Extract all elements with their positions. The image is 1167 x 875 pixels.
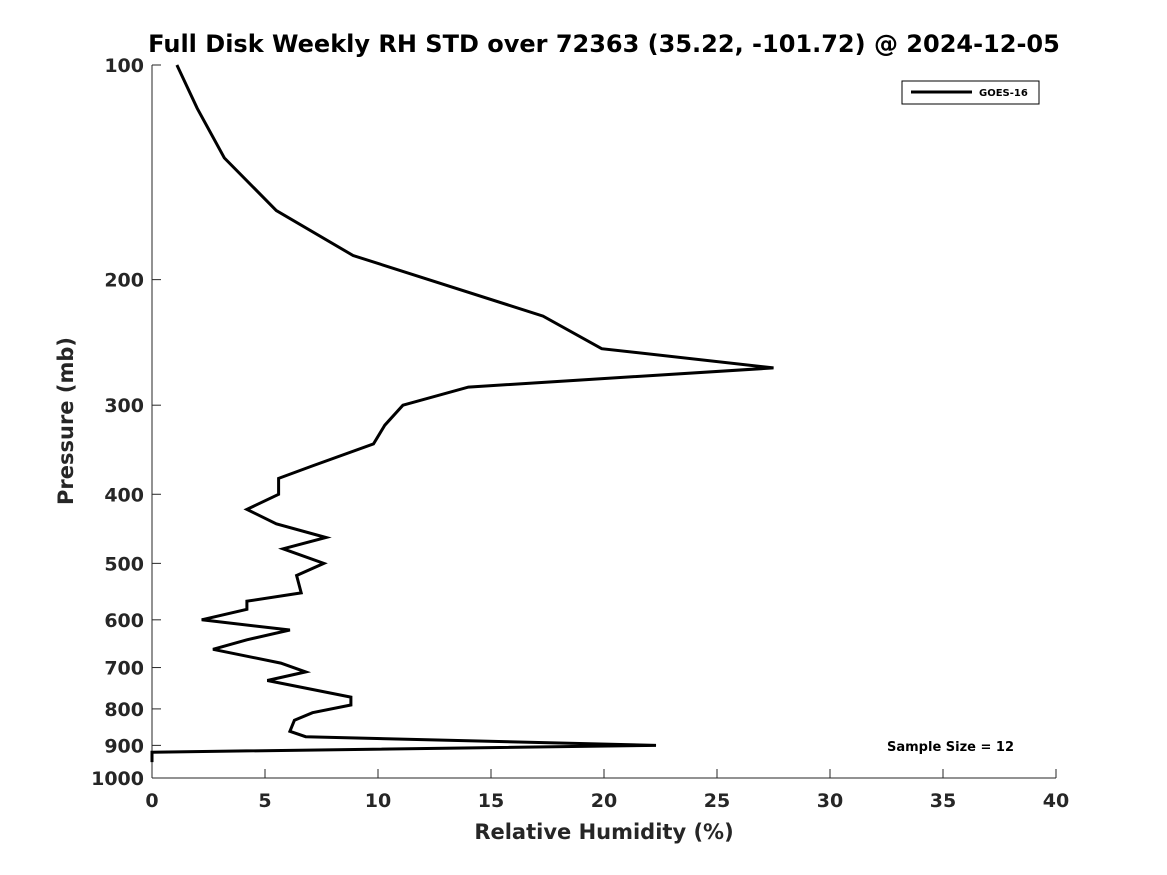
y-tick-label: 400 — [104, 484, 144, 506]
x-tick-label: 15 — [478, 790, 504, 812]
y-tick-label: 100 — [104, 55, 144, 77]
y-tick-label: 1000 — [91, 768, 144, 790]
legend: GOES-16 — [901, 80, 1040, 105]
x-tick-label: 25 — [704, 790, 730, 812]
y-tick-label: 700 — [104, 658, 144, 680]
chart-title: Full Disk Weekly RH STD over 72363 (35.2… — [148, 30, 1060, 58]
y-axis-label: Pressure (mb) — [54, 337, 78, 505]
y-tick-label: 800 — [104, 699, 144, 721]
data-point-group — [151, 64, 774, 763]
y-tick-label: 200 — [104, 270, 144, 292]
y-tick-label: 300 — [104, 395, 144, 417]
series-line-goes16 — [150, 64, 774, 763]
x-tick-label: 20 — [591, 790, 617, 812]
x-axis-label: Relative Humidity (%) — [474, 820, 733, 844]
tick-group: 0 5 10 15 20 25 30 35 40 100 200 300 400 500 600 700 800… — [91, 55, 1069, 812]
x-tick-label: 10 — [365, 790, 391, 812]
y-tick-label: 900 — [104, 735, 144, 757]
y-tick-label: 500 — [104, 553, 144, 575]
legend-label: GOES-16 — [979, 88, 1028, 99]
x-tick-label: 30 — [817, 790, 843, 812]
x-tick-label: 5 — [258, 790, 271, 812]
x-tick-label: 35 — [930, 790, 956, 812]
y-tick-label: 600 — [104, 610, 144, 632]
sample-size-annotation: Sample Size = 12 — [887, 740, 1014, 755]
x-tick-label: 40 — [1043, 790, 1069, 812]
x-tick-label: 0 — [145, 790, 158, 812]
